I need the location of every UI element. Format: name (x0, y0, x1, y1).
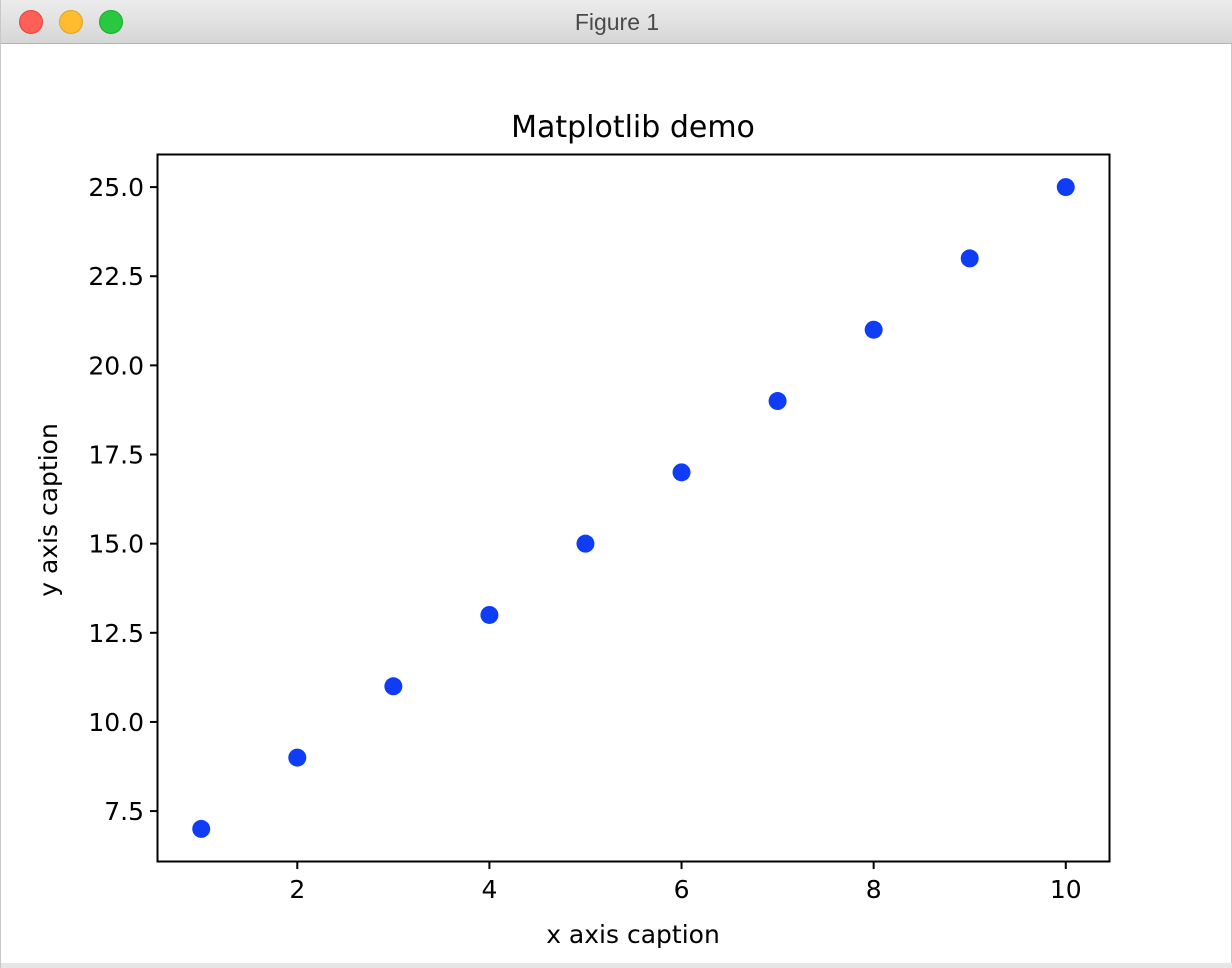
y-tick-label: 15.0 (88, 530, 144, 559)
figure-canvas: Matplotlib demo 2 4 6 8 10 7.5 10.0 12.5 15.0 17.… (34, 110, 1111, 949)
y-tick-label: 12.5 (88, 619, 144, 648)
scatter-point (288, 748, 307, 767)
y-tick-label: 10.0 (88, 708, 144, 737)
y-tick-label: 25.0 (88, 173, 144, 202)
x-tick-label: 6 (674, 875, 690, 904)
y-tick-label: 22.5 (88, 262, 144, 291)
chart-title: Matplotlib demo (511, 110, 755, 145)
scatter-point (576, 534, 595, 553)
scatter-point (768, 392, 787, 411)
axis-ticks: 2 4 6 8 10 7.5 10.0 12.5 15.0 17.5 20.0 22.5 25.0 (88, 173, 1081, 904)
scatter-point (864, 320, 883, 339)
scatter-point (1056, 178, 1075, 197)
scatter-point (672, 463, 691, 482)
y-tick-label: 20.0 (88, 351, 144, 380)
scatter-point (480, 605, 499, 624)
y-axis-label: y axis caption (34, 423, 63, 597)
y-tick-label: 7.5 (104, 797, 144, 826)
window-title: Figure 1 (574, 9, 660, 35)
scatter-points (192, 178, 1075, 838)
zoom-button[interactable] (99, 10, 123, 34)
x-tick-label: 8 (866, 875, 882, 904)
scatter-point (192, 819, 211, 838)
x-axis-label: x axis caption (546, 920, 720, 949)
title-bar[interactable]: Figure 1 (1, 0, 1232, 44)
scatter-point (384, 677, 403, 696)
y-tick-label: 17.5 (88, 441, 144, 470)
x-tick-label: 10 (1050, 875, 1082, 904)
x-tick-label: 2 (289, 875, 305, 904)
x-tick-label: 4 (481, 875, 497, 904)
close-button[interactable] (19, 10, 43, 34)
window-bottom-edge (1, 963, 1232, 968)
axes-frame (156, 153, 1111, 863)
scatter-point (960, 249, 979, 268)
minimize-button[interactable] (59, 10, 83, 34)
